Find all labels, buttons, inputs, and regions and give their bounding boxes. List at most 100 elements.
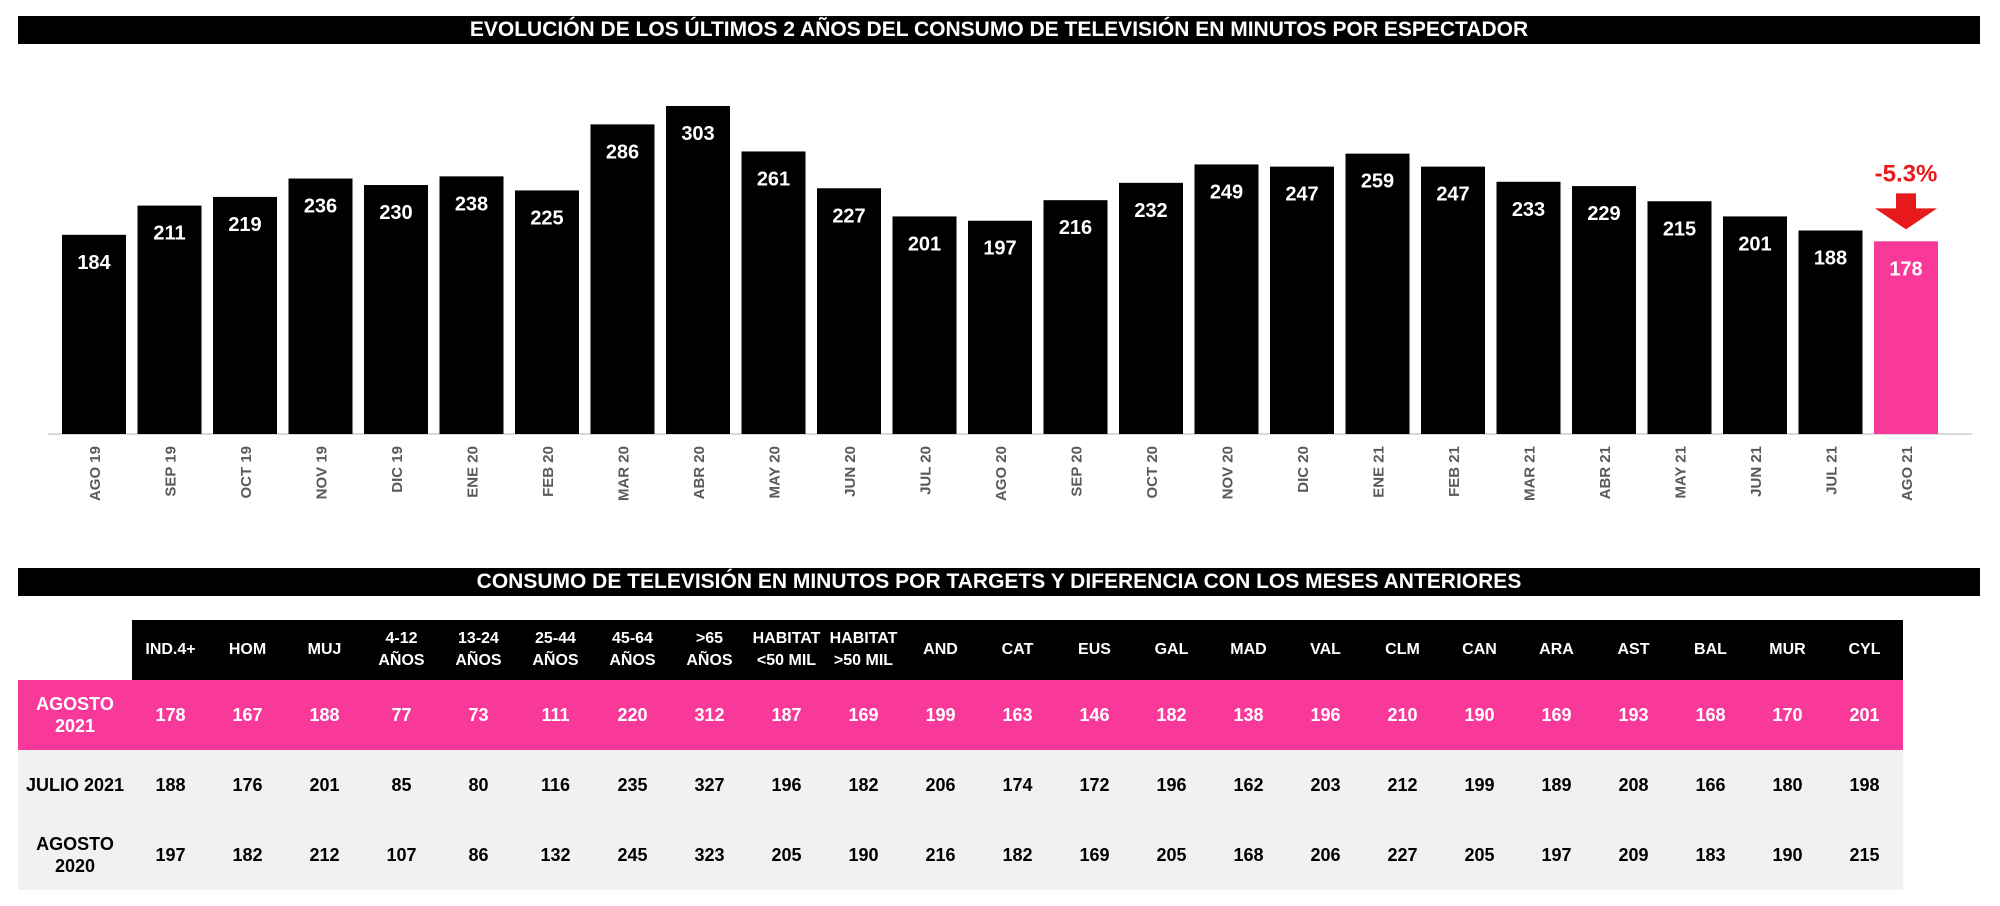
table-cell: 205 bbox=[1133, 820, 1210, 890]
data-label: 229 bbox=[1587, 203, 1620, 225]
bar bbox=[1496, 181, 1561, 434]
table-cell: 146 bbox=[1056, 680, 1133, 750]
table-cell: 327 bbox=[671, 750, 748, 820]
table-cell: 199 bbox=[902, 680, 979, 750]
bar bbox=[1874, 241, 1938, 434]
x-tick-label: SEP 20 bbox=[1069, 446, 1086, 497]
bar bbox=[817, 188, 881, 434]
table-cell: 208 bbox=[1595, 750, 1672, 820]
table-cell: 163 bbox=[979, 680, 1056, 750]
data-label: 247 bbox=[1285, 184, 1318, 206]
x-tick-label: AGO 21 bbox=[1899, 446, 1916, 501]
table-cell: 312 bbox=[671, 680, 748, 750]
table-cell: 206 bbox=[902, 750, 979, 820]
table-cell: 245 bbox=[594, 820, 671, 890]
data-label: 215 bbox=[1663, 218, 1696, 240]
data-label: 238 bbox=[455, 193, 488, 215]
table-cell: 210 bbox=[1364, 680, 1441, 750]
bar bbox=[1345, 153, 1410, 434]
column-header: GAL bbox=[1133, 620, 1210, 680]
x-tick-label: FEB 20 bbox=[540, 446, 557, 497]
data-label: 261 bbox=[757, 168, 790, 190]
bar bbox=[364, 185, 428, 434]
table-cell: 198 bbox=[1826, 750, 1903, 820]
x-tick-label: MAY 20 bbox=[767, 446, 784, 499]
bar bbox=[1572, 186, 1636, 434]
bar bbox=[213, 196, 277, 434]
bar bbox=[1270, 166, 1334, 434]
data-label: 225 bbox=[530, 207, 563, 229]
change-annotation: -5.3% bbox=[1875, 160, 1938, 187]
table-cell: 183 bbox=[1672, 820, 1749, 890]
bar bbox=[892, 216, 957, 434]
table-cell: 201 bbox=[1826, 680, 1903, 750]
table-cell: 197 bbox=[132, 820, 209, 890]
data-label: 211 bbox=[153, 223, 185, 245]
x-tick-label: DIC 19 bbox=[389, 446, 406, 493]
x-tick-label: ABR 20 bbox=[691, 446, 708, 499]
table-cell: 172 bbox=[1056, 750, 1133, 820]
table-cell: 227 bbox=[1364, 820, 1441, 890]
data-label: 227 bbox=[832, 205, 865, 227]
table-cell: 206 bbox=[1287, 820, 1364, 890]
table-cell: 138 bbox=[1210, 680, 1287, 750]
row-label: AGOSTO 2020 bbox=[18, 820, 132, 890]
table-cell: 170 bbox=[1749, 680, 1826, 750]
table-cell: 188 bbox=[286, 680, 363, 750]
table-row: JULIO 2021 188 176 201 85 80 116 235 327 196 182 20… bbox=[18, 750, 1903, 820]
table-cell: 199 bbox=[1441, 750, 1518, 820]
column-header: 4-12 AÑOS bbox=[363, 620, 440, 680]
table-cell: 86 bbox=[440, 820, 517, 890]
table-cell: 196 bbox=[1133, 750, 1210, 820]
table-cell: 220 bbox=[594, 680, 671, 750]
table-cell: 176 bbox=[209, 750, 286, 820]
header-blank bbox=[18, 620, 132, 680]
x-tick-label: ENE 20 bbox=[465, 446, 482, 498]
bar bbox=[590, 124, 655, 434]
table-cell: 174 bbox=[979, 750, 1056, 820]
arrow-down-icon bbox=[1875, 193, 1937, 230]
data-label: 201 bbox=[1738, 233, 1771, 255]
table-cell: 182 bbox=[1133, 680, 1210, 750]
table-cell: 73 bbox=[440, 680, 517, 750]
table-cell: 193 bbox=[1595, 680, 1672, 750]
bar bbox=[1723, 216, 1787, 434]
x-tick-label: AGO 19 bbox=[87, 446, 104, 501]
column-header: 25-44 AÑOS bbox=[517, 620, 594, 680]
data-label: 236 bbox=[304, 196, 337, 218]
column-header: CLM bbox=[1364, 620, 1441, 680]
table-cell: 168 bbox=[1672, 680, 1749, 750]
table-cell: 197 bbox=[1518, 820, 1595, 890]
column-header: AND bbox=[902, 620, 979, 680]
table-cell: 169 bbox=[1518, 680, 1595, 750]
table-cell: 196 bbox=[1287, 680, 1364, 750]
column-header: MUJ bbox=[286, 620, 363, 680]
table-cell: 178 bbox=[132, 680, 209, 750]
x-tick-label: ENE 21 bbox=[1371, 446, 1388, 498]
table-row: AGOSTO 2020 197 182 212 107 86 132 245 323 205 190 2… bbox=[18, 820, 1903, 890]
table-cell: 323 bbox=[671, 820, 748, 890]
x-tick-label: DIC 20 bbox=[1295, 446, 1312, 493]
column-header: 45-64 AÑOS bbox=[594, 620, 671, 680]
table-cell: 162 bbox=[1210, 750, 1287, 820]
table-row: AGOSTO 2021 178 167 188 77 73 111 220 312 187 169 19… bbox=[18, 680, 1903, 750]
data-label: 286 bbox=[606, 141, 639, 163]
bar bbox=[1647, 201, 1712, 434]
table-cell: 216 bbox=[902, 820, 979, 890]
table-cell: 189 bbox=[1518, 750, 1595, 820]
data-label: 184 bbox=[77, 252, 111, 274]
bar bbox=[1798, 230, 1863, 434]
bar bbox=[1119, 182, 1183, 434]
x-tick-label: AGO 20 bbox=[993, 446, 1010, 501]
table-cell: 205 bbox=[1441, 820, 1518, 890]
bar bbox=[62, 234, 126, 434]
table-cell: 205 bbox=[748, 820, 825, 890]
column-header: ARA bbox=[1518, 620, 1595, 680]
table-title: CONSUMO DE TELEVISIÓN EN MINUTOS POR TAR… bbox=[18, 568, 1980, 596]
x-tick-label: NOV 19 bbox=[314, 446, 331, 499]
data-label: 219 bbox=[228, 214, 261, 236]
table-cell: 85 bbox=[363, 750, 440, 820]
column-header: BAL bbox=[1672, 620, 1749, 680]
row-label: JULIO 2021 bbox=[18, 750, 132, 820]
table-cell: 166 bbox=[1672, 750, 1749, 820]
